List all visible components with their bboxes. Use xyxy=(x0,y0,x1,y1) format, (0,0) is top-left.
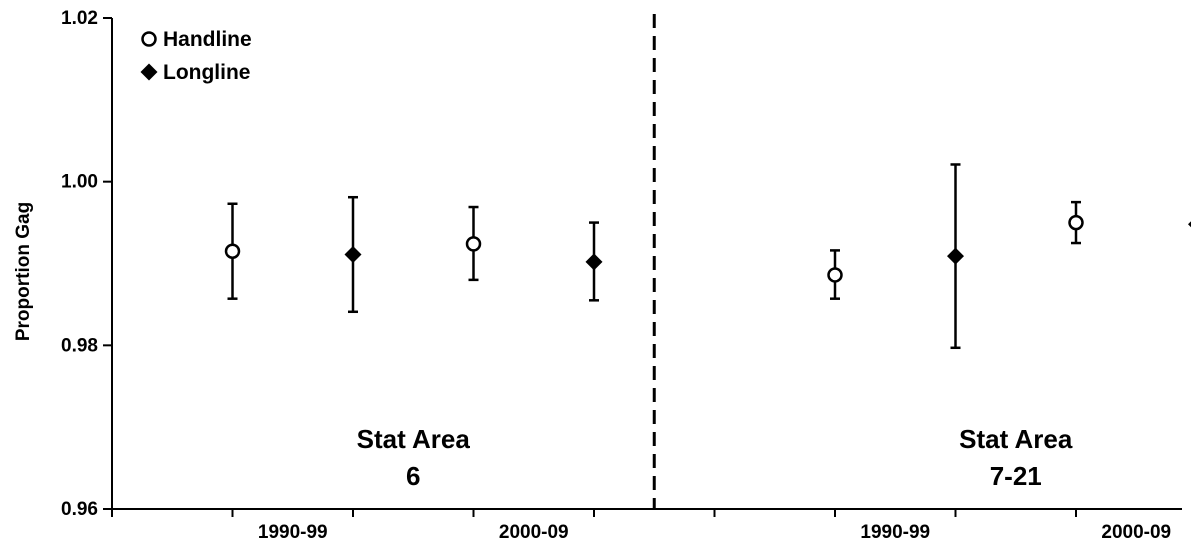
legend: Handline Longline xyxy=(140,28,252,84)
x-category-label: 2000-09 xyxy=(1101,522,1171,543)
y-tick-label: 1.00 xyxy=(61,172,98,193)
legend-handline-marker xyxy=(141,31,157,47)
y-tick-label: 0.96 xyxy=(61,499,98,520)
legend-longline-marker xyxy=(140,63,158,81)
handline-point xyxy=(465,236,482,252)
x-category-label: 1990-99 xyxy=(860,522,930,543)
handline-point xyxy=(1068,214,1084,231)
axes: 0.96 0.98 1.00 1.02 1990-99 2000-09 1990-99 200… xyxy=(61,8,1182,543)
panel-label-line1: Stat Area xyxy=(357,424,471,454)
x-category-label: 2000-09 xyxy=(499,522,569,543)
y-tick-label: 1.02 xyxy=(61,8,98,29)
handline-point xyxy=(827,267,843,283)
panel-label-line2: 6 xyxy=(406,461,420,491)
x-category-label: 1990-99 xyxy=(258,522,328,543)
legend-handline-label: Handline xyxy=(163,28,252,51)
panel-label-line1: Stat Area xyxy=(959,424,1073,454)
legend-longline-label: Longline xyxy=(163,61,251,84)
longline-point xyxy=(344,245,362,263)
longline-point xyxy=(585,253,603,271)
marks xyxy=(224,163,1191,350)
panel-label-line2: 7-21 xyxy=(990,461,1042,491)
longline-point xyxy=(1188,221,1191,228)
longline-point xyxy=(947,247,964,265)
y-tick-label: 0.98 xyxy=(61,335,98,356)
handline-point xyxy=(224,243,241,259)
y-axis-title: Proportion Gag xyxy=(13,202,34,341)
labels: Proportion Gag Stat Area 6 Stat Area 7-21 xyxy=(13,202,1073,491)
